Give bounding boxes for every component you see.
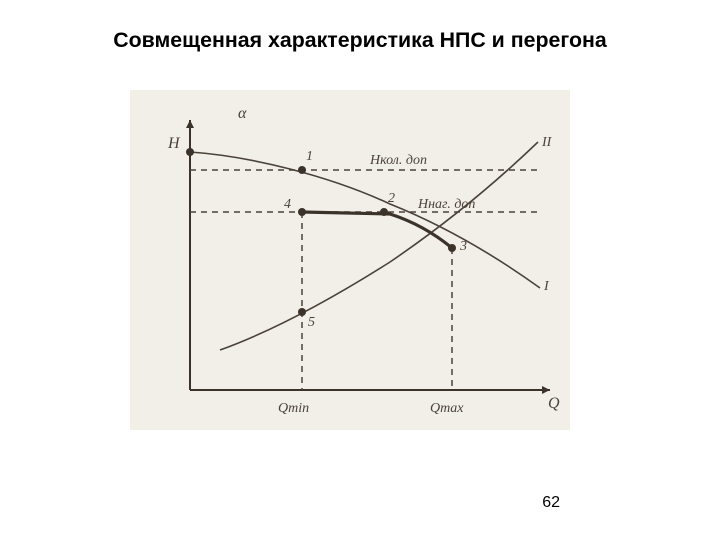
point-2 [380, 208, 388, 216]
axis-label-Q: Q [548, 395, 560, 412]
page-number: 62 [542, 494, 560, 512]
point-label-2: 2 [388, 191, 395, 206]
point-5 [298, 308, 306, 316]
figure-bg [130, 90, 570, 430]
page: Совмещенная характеристика НПС и перегон… [0, 0, 720, 540]
curve-label-II: II [541, 135, 553, 150]
point-label-5: 5 [308, 315, 315, 330]
point-3 [448, 244, 456, 252]
point-label-1: 1 [306, 149, 313, 164]
axis-label-alpha: α [238, 105, 247, 122]
label-H_kol_dop: Hкол. доп [369, 153, 427, 168]
page-title: Совмещенная характеристика НПС и перегон… [0, 28, 720, 53]
point-4 [298, 208, 306, 216]
figure-panel: Hкол. допHнаг. допQminQmaxIIIHαQ12345 [130, 90, 570, 430]
point-H_axis_pt [186, 148, 194, 156]
point-label-3: 3 [459, 239, 467, 254]
label-Q_max: Qmax [430, 401, 464, 416]
point-1 [298, 166, 306, 174]
axis-label-H: H [167, 135, 181, 152]
diagram-svg: Hкол. допHнаг. допQminQmaxIIIHαQ12345 [130, 90, 570, 430]
label-Q_min: Qmin [278, 401, 309, 416]
point-label-4: 4 [284, 197, 291, 212]
